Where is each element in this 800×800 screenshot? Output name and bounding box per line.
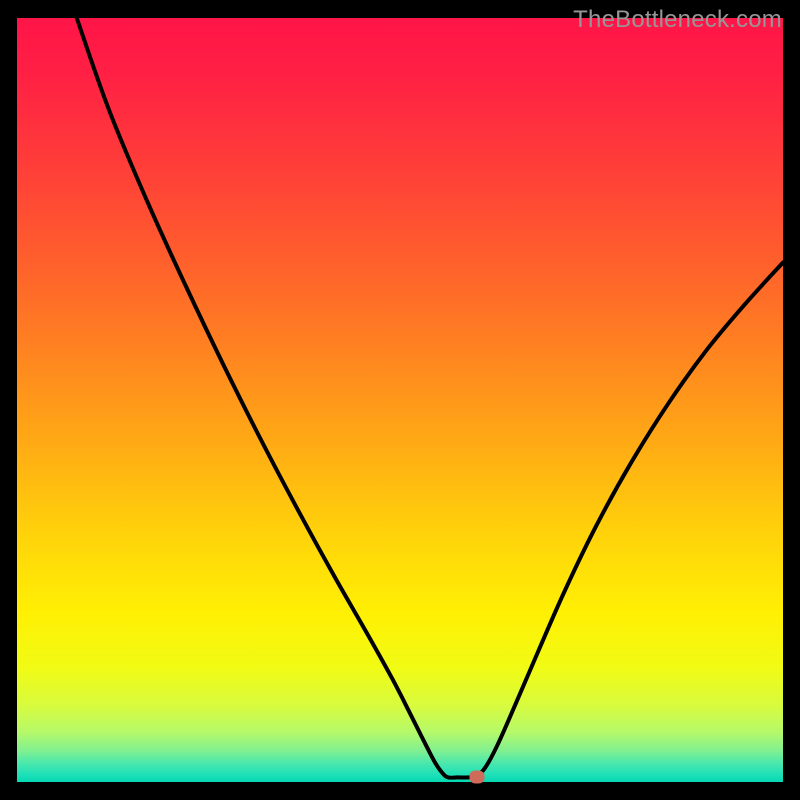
minimum-marker	[469, 771, 484, 784]
watermark-text: TheBottleneck.com	[573, 6, 782, 34]
curve-svg	[17, 18, 783, 782]
chart-frame: TheBottleneck.com	[0, 0, 800, 800]
bottleneck-curve	[77, 18, 783, 778]
plot-area	[17, 18, 783, 782]
